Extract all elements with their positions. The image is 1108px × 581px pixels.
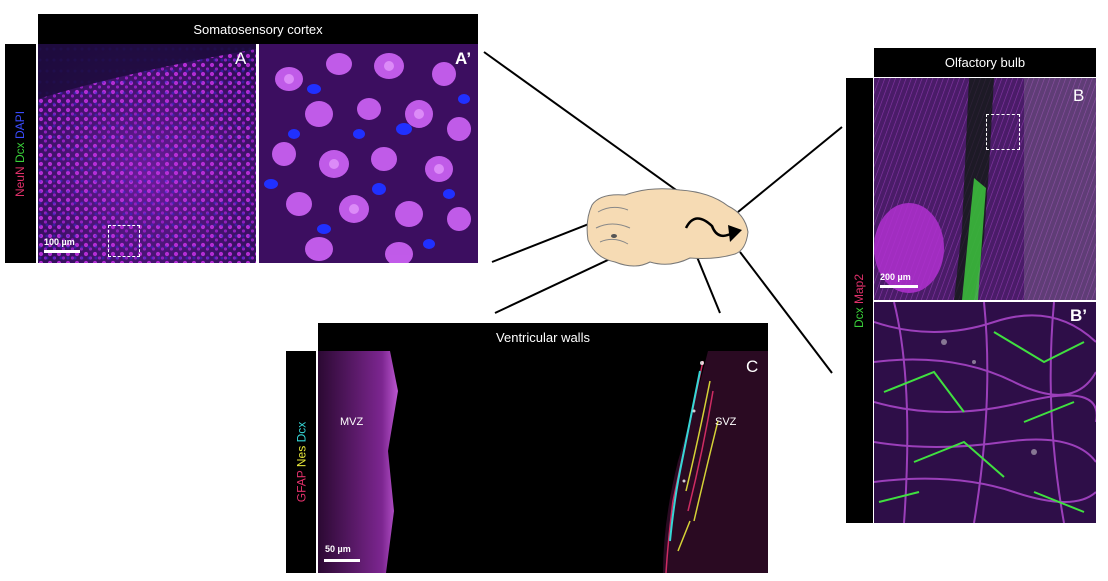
panel-c-label: C bbox=[746, 357, 759, 376]
scale-bar-a bbox=[44, 250, 80, 253]
panel-a-image: A 100 µm bbox=[38, 44, 256, 263]
panel-a-prime-image: A’ bbox=[259, 44, 478, 263]
scale-bar-c bbox=[324, 559, 360, 562]
panel-a-label: A bbox=[235, 49, 247, 68]
map2-label: Map2 bbox=[852, 273, 867, 304]
scale-text-a: 100 µm bbox=[44, 237, 75, 247]
gfap-label: GFAP bbox=[294, 470, 308, 503]
panel-b-prime-label: B’ bbox=[1070, 306, 1087, 325]
neun-label: NeuN bbox=[13, 165, 28, 197]
panel-b-label: B bbox=[1073, 86, 1085, 105]
panel-b-prime-image: B’ bbox=[874, 302, 1096, 523]
ob-stain-label: Dcx Map2 bbox=[846, 78, 873, 523]
scale-text-b: 200 µm bbox=[880, 272, 911, 282]
panel-b-image: B 200 µm bbox=[874, 78, 1096, 300]
panel-b-micrograph bbox=[874, 78, 1096, 300]
panel-a-prime-label: A’ bbox=[455, 49, 472, 68]
scale-bar-b bbox=[880, 285, 918, 288]
vw-stain-label: GFAP Nes Dcx bbox=[286, 351, 316, 573]
ob-title: Olfactory bulb bbox=[874, 48, 1096, 77]
dcx-vw-label: Dcx bbox=[294, 421, 308, 443]
scale-text-c: 50 µm bbox=[325, 544, 351, 554]
cortex-title: Somatosensory cortex bbox=[38, 14, 478, 44]
dcx-ob-label: Dcx bbox=[852, 306, 867, 328]
vw-title: Ventricular walls bbox=[318, 323, 768, 351]
zoom-box-a bbox=[108, 225, 140, 257]
panel-c-image: C MVZ SVZ 50 µm bbox=[318, 351, 768, 573]
dcx-label: Dcx bbox=[13, 141, 28, 163]
nes-label: Nes bbox=[294, 445, 308, 468]
svz-label: SVZ bbox=[715, 416, 737, 428]
brain-icon bbox=[586, 188, 749, 267]
mvz-label: MVZ bbox=[340, 416, 364, 428]
panel-c-micrograph bbox=[318, 351, 768, 573]
dapi-label: DAPI bbox=[13, 110, 28, 139]
panel-a-micrograph bbox=[38, 44, 256, 263]
panel-b-prime-micrograph bbox=[874, 302, 1096, 523]
panel-a-prime-micrograph bbox=[259, 44, 478, 263]
zoom-box-b bbox=[986, 114, 1020, 150]
cortex-stain-label: NeuN Dcx DAPI bbox=[5, 44, 36, 263]
